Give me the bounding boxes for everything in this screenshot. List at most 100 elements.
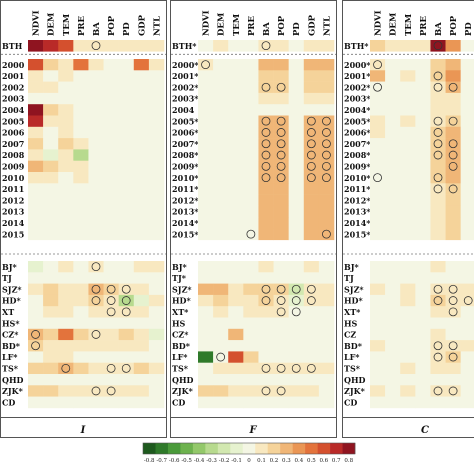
city-row-label: BD* — [2, 341, 21, 351]
city-row-label: XT — [2, 307, 14, 317]
city-cell — [118, 396, 135, 409]
top-cell — [58, 40, 74, 52]
city-cell — [73, 328, 89, 341]
city-significance-circle — [433, 296, 443, 305]
city-cell — [198, 385, 214, 397]
city-cell — [58, 283, 74, 296]
year-cell — [228, 138, 244, 150]
year-cell — [228, 228, 244, 241]
year-cell — [88, 183, 104, 195]
city-cell — [88, 351, 104, 363]
city-significance-circle — [261, 386, 271, 396]
year-cell — [430, 149, 446, 161]
colorbar-segment — [255, 443, 269, 454]
colorbar-tick-label: 0.1 — [257, 458, 266, 464]
year-cell — [318, 217, 335, 229]
year-cell — [258, 138, 274, 150]
year-cell — [213, 81, 229, 94]
city-cell — [198, 328, 214, 341]
year-cell — [213, 92, 229, 105]
year-cell — [103, 115, 119, 128]
city-cell — [400, 340, 416, 352]
year-cell — [28, 92, 44, 105]
colorbar-segment — [205, 443, 219, 454]
city-cell — [400, 306, 416, 318]
panel-label-box — [342, 417, 474, 438]
year-cell — [460, 194, 474, 207]
top-cell — [198, 40, 214, 52]
year-cell — [103, 194, 119, 207]
year-cell — [288, 104, 305, 116]
city-cell — [88, 272, 104, 284]
city-cell — [273, 362, 289, 375]
city-cell — [400, 374, 416, 386]
city-cell — [288, 385, 305, 397]
year-cell — [430, 70, 446, 82]
city-cell — [460, 374, 474, 386]
year-cell — [445, 59, 461, 71]
city-cell — [445, 340, 461, 352]
city-cell — [370, 283, 386, 296]
year-row-label: 2001* — [344, 71, 371, 81]
year-cell — [198, 205, 214, 218]
colorbar-tick-label: -0.4 — [194, 458, 205, 464]
year-cell — [73, 228, 89, 241]
year-row-label: 2009 — [2, 162, 25, 172]
top-significance-circle — [261, 41, 271, 51]
year-cell — [198, 194, 214, 207]
year-cell — [88, 138, 104, 150]
year-cell — [318, 149, 335, 161]
city-cell — [28, 306, 44, 318]
year-cell — [243, 228, 259, 241]
year-cell — [58, 138, 74, 150]
year-cell — [58, 104, 74, 116]
city-cell — [273, 340, 289, 352]
year-significance-circle — [306, 139, 316, 149]
year-cell — [73, 149, 89, 161]
top-significance-circle — [91, 41, 101, 51]
year-row-label: 2008* — [344, 150, 371, 160]
colorbar-segment — [217, 443, 231, 454]
city-cell — [28, 396, 44, 409]
city-row-label: TS* — [172, 364, 189, 374]
city-cell — [118, 362, 135, 375]
city-cell — [243, 261, 259, 273]
year-cell — [460, 126, 474, 139]
year-cell — [370, 205, 386, 218]
year-cell — [370, 115, 386, 128]
city-significance-circle — [261, 284, 271, 294]
year-cell — [118, 70, 135, 82]
city-significance-circle — [276, 307, 286, 317]
city-cell — [430, 340, 446, 352]
city-cell — [88, 374, 104, 386]
year-cell — [58, 160, 74, 173]
city-cell — [430, 306, 446, 318]
city-cell — [288, 328, 305, 341]
year-row-label: 2010* — [344, 173, 371, 183]
year-row-label: 2007* — [344, 139, 371, 149]
city-cell — [415, 306, 431, 318]
city-cell — [273, 328, 289, 341]
year-significance-circle — [322, 128, 331, 137]
year-cell — [430, 59, 446, 71]
year-cell — [303, 104, 320, 116]
city-cell — [88, 362, 104, 375]
city-cell — [118, 283, 135, 296]
city-cell — [415, 294, 431, 307]
year-cell — [385, 149, 401, 161]
year-cell — [148, 70, 165, 82]
city-cell — [148, 340, 165, 352]
top-cell — [243, 40, 259, 52]
year-row-label: 2000 — [2, 60, 25, 70]
year-cell — [415, 81, 431, 94]
year-row-label: 2003* — [344, 94, 371, 104]
city-cell — [258, 317, 274, 330]
city-cell — [228, 396, 244, 409]
year-cell — [43, 126, 59, 139]
city-significance-circle — [433, 284, 443, 294]
year-cell — [103, 104, 119, 116]
city-cell — [303, 385, 320, 397]
city-cell — [118, 340, 135, 352]
city-cell — [198, 261, 214, 273]
year-cell — [460, 70, 474, 82]
